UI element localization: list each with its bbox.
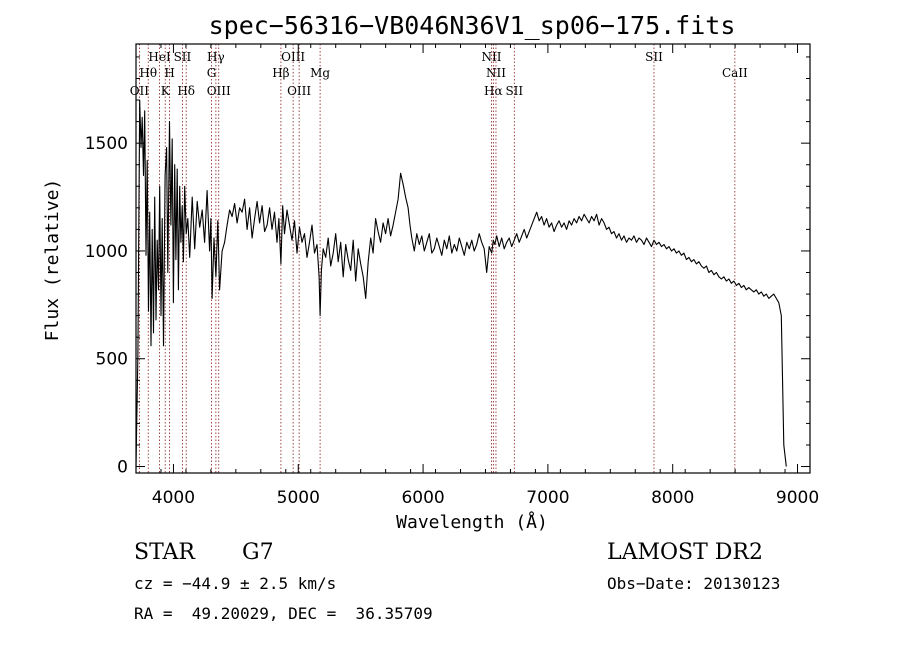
line-label: SII xyxy=(174,50,192,64)
line-label: Hδ xyxy=(177,84,195,98)
line-label: SII xyxy=(505,84,523,98)
obs-date: Obs−Date: 20130123 xyxy=(607,574,781,593)
line-label: H xyxy=(164,66,174,80)
line-label: G xyxy=(207,66,217,80)
y-tick-label: 0 xyxy=(117,458,128,478)
x-tick-label: 5000 xyxy=(277,488,320,508)
line-label: OIII xyxy=(207,84,231,98)
survey-name: LAMOST DR2 xyxy=(607,540,763,565)
x-axis-label: Wavelength (Å) xyxy=(396,511,548,533)
line-label: SII xyxy=(645,50,663,64)
line-label: NII xyxy=(486,66,506,80)
spectrum-line xyxy=(135,99,787,467)
x-tick-label: 6000 xyxy=(401,488,444,508)
y-axis-label: Flux (relative) xyxy=(42,179,63,342)
line-label: CaII xyxy=(722,66,748,80)
y-tick-label: 1000 xyxy=(85,242,128,262)
redshift-info: cz = −44.9 ± 2.5 km/s xyxy=(134,574,337,593)
line-label: K xyxy=(161,84,171,98)
spectrum-series xyxy=(135,99,787,467)
x-tick-label: 4000 xyxy=(152,488,195,508)
object-subclass: G7 xyxy=(242,540,274,565)
line-label: HeI xyxy=(148,50,171,64)
line-label: OII xyxy=(130,84,150,98)
x-tick-label: 7000 xyxy=(526,488,569,508)
line-label: Mg xyxy=(310,66,330,80)
line-label: Hθ xyxy=(139,66,157,80)
coordinates: RA = 49.20029, DEC = 36.35709 xyxy=(134,604,433,623)
line-label: Hγ xyxy=(207,50,225,64)
line-label: NII xyxy=(481,50,501,64)
emission-line-markers: OIIHθHeIKHSIIHδHγGOIIIHβOIIIOIIIMgNIINII… xyxy=(130,44,748,473)
chart-title: spec−56316−VB046N36V1_sp06−175.fits xyxy=(209,11,736,40)
line-label: OIII xyxy=(281,50,305,64)
x-tick-label: 9000 xyxy=(776,488,819,508)
line-label: OIII xyxy=(287,84,311,98)
axis-ticks: 4000 5000 6000 7000 8000 9000 0 500 1000 1500 xyxy=(85,44,819,508)
y-tick-label: 500 xyxy=(96,350,128,370)
y-tick-label: 1500 xyxy=(85,134,128,154)
line-label: Hα xyxy=(484,84,503,98)
plot-frame xyxy=(135,43,811,474)
object-class: STAR xyxy=(134,540,195,565)
x-tick-label: 8000 xyxy=(651,488,694,508)
line-label: Hβ xyxy=(272,66,289,80)
